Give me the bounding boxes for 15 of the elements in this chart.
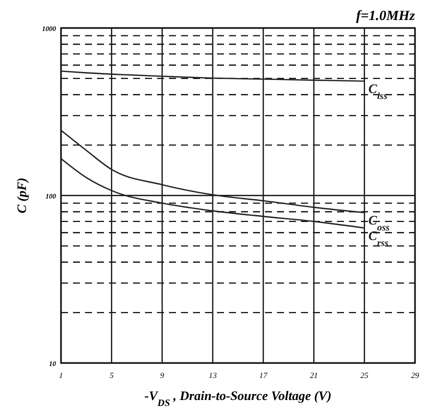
line-series <box>60 130 366 214</box>
line-series <box>60 70 366 82</box>
series-label: C$_{iss}$ <box>368 81 388 102</box>
x-axis-title: -V$_{DS}$ , Drain-to-Source Voltage (V) <box>144 388 332 408</box>
x-tick-label: 9 <box>160 371 164 380</box>
x-tick-label: 1 <box>59 371 63 380</box>
y-axis-title: C (pF) <box>14 178 29 214</box>
x-tick-label: 5 <box>110 371 114 380</box>
line-series <box>60 158 366 229</box>
x-tick-label: 21 <box>310 371 318 380</box>
x-tick-label: 13 <box>208 371 217 380</box>
text: f=1.0MHz <box>356 9 416 24</box>
x-tick-label: 17 <box>259 371 268 380</box>
x-tick-label: 29 <box>411 371 419 380</box>
x-tick-label: 25 <box>360 371 368 380</box>
